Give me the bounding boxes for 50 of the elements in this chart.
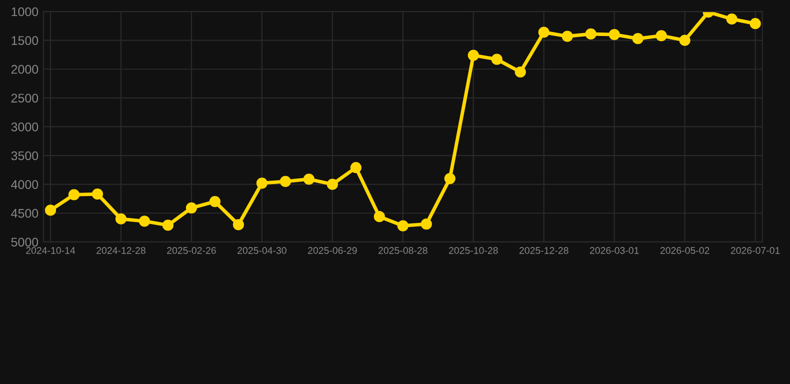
point — [92, 188, 104, 200]
point — [468, 50, 479, 61]
x-tick-label: 2026-05-02 — [660, 247, 710, 254]
point — [209, 196, 221, 208]
y-tick-label: 2000 — [11, 64, 38, 74]
y-tick-label: 1500 — [12, 36, 38, 45]
y-tick-label: 4000 — [11, 180, 38, 189]
x-tick-label: 2026-07-01 — [730, 247, 780, 254]
point — [632, 33, 644, 44]
x-tick-label: 2025-08-28 — [378, 247, 428, 254]
point — [138, 216, 150, 227]
point — [44, 204, 56, 216]
point — [303, 174, 314, 185]
x-tick-label: 2025-04-30 — [238, 247, 286, 254]
point — [726, 13, 738, 25]
point — [374, 211, 385, 222]
point — [750, 18, 761, 30]
x-tick-label: 2025-12-28 — [519, 247, 568, 254]
point — [280, 176, 291, 187]
point — [538, 26, 550, 38]
x-tick-label: 2024-10-14 — [26, 247, 76, 254]
point — [585, 28, 596, 40]
y-tick-label: 4500 — [11, 208, 38, 218]
point — [491, 54, 502, 65]
point — [562, 30, 573, 42]
point — [68, 189, 80, 200]
point — [115, 213, 127, 224]
point — [679, 34, 690, 46]
point — [232, 219, 244, 230]
y-tick-label: 3500 — [11, 151, 38, 160]
point — [608, 29, 620, 40]
point — [350, 162, 362, 174]
point — [397, 220, 408, 232]
x-tick-label: 2024-12-28 — [96, 247, 146, 254]
point — [256, 178, 268, 189]
point — [420, 218, 432, 230]
y-tick-label: 2500 — [11, 94, 38, 103]
point — [162, 220, 174, 231]
point — [656, 30, 667, 42]
point — [326, 178, 338, 190]
x-tick-label: 2025-02-26 — [167, 247, 216, 254]
point — [514, 66, 526, 78]
point — [186, 202, 198, 214]
x-tick-label: 2026-03-01 — [590, 247, 639, 254]
x-tick-label: 2025-10-28 — [449, 247, 498, 254]
y-tick-label: 3000 — [11, 122, 38, 132]
y-tick-label: 1000 — [12, 7, 38, 16]
x-tick-label: 2025-06-29 — [308, 247, 357, 254]
y-tick-label: 5000 — [11, 238, 38, 247]
point — [444, 173, 456, 184]
